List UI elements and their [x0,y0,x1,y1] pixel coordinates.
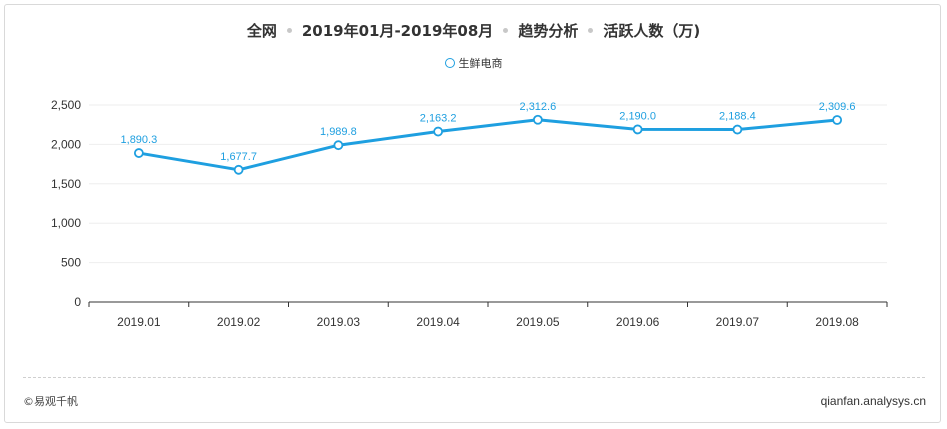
legend-label: 生鲜电商 [458,57,503,70]
title-separator-dot [503,27,509,33]
data-label: 2,312.6 [520,101,557,113]
x-tick-label: 2019.02 [217,315,261,329]
data-point [832,115,843,125]
data-point [532,114,543,125]
title-separator-dot [286,27,292,33]
footer-divider [23,377,925,378]
legend-marker-icon [444,58,455,68]
footer-brand: ©易观千帆 [23,395,78,408]
y-tick-label: 0 [74,295,81,309]
line-chart: 0 500 1,000 1,500 2,000 2,500 2019.01 2019.02 20… [51,98,888,329]
data-point [433,126,444,137]
title-scope: 全网 [246,21,277,40]
x-tick-label: 2019.06 [616,315,660,329]
data-label: 1,989.8 [320,126,357,138]
data-point [732,124,743,135]
title-analysis: 趋势分析 [518,21,579,40]
data-label: 2,188.4 [719,111,756,123]
chart-title: 全网 2019年01月-2019年08月 趋势分析 活跃人数（万) [5,17,942,43]
data-label: 2,190.0 [619,110,656,122]
title-period: 2019年01月-2019年08月 [301,21,494,40]
x-tick-label: 2019.01 [117,315,161,329]
x-tick-label: 2019.03 [317,315,361,329]
y-tick-label: 2,500 [51,98,81,112]
series-line [138,118,838,172]
data-point [233,164,244,175]
data-label: 2,163.2 [420,113,457,125]
chart-legend[interactable]: 生鲜电商 [5,55,942,71]
x-tick-label: 2019.05 [516,315,560,329]
title-metric: 活跃人数（万) [603,21,701,40]
y-tick-label: 1,500 [51,177,81,191]
data-point [632,124,643,135]
data-point [333,140,344,151]
y-tick-label: 2,000 [51,137,81,151]
data-label: 1,890.3 [121,134,158,146]
y-tick-label: 500 [61,256,81,270]
y-tick-label: 1,000 [51,216,81,230]
footer-site: qianfan.analysys.cn [820,394,926,408]
x-tick-label: 2019.07 [716,315,760,329]
data-label: 2,309.6 [819,101,856,113]
title-separator-dot [588,27,594,33]
data-label: 1,677.7 [220,151,257,163]
data-point [133,148,144,158]
x-tick-label: 2019.08 [815,315,859,329]
x-tick-label: 2019.04 [416,315,460,329]
chart-card: 全网 2019年01月-2019年08月 趋势分析 活跃人数（万) 生鲜电商 0… [4,4,941,423]
